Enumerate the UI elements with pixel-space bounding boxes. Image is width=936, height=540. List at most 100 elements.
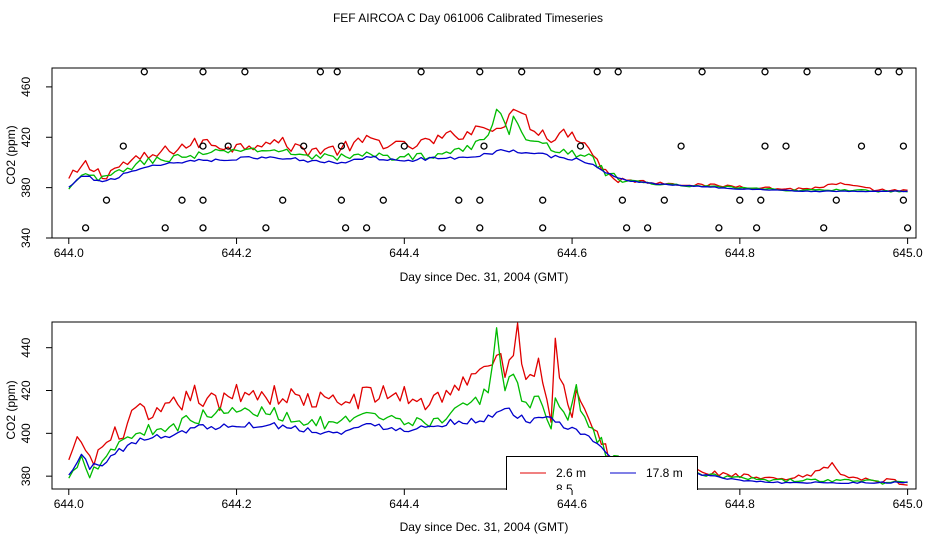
calibration-marker-8 [593,68,601,76]
calibration-marker-23 [677,142,685,150]
calibration-marker-0 [140,68,148,76]
calibration-marker-48 [362,224,371,232]
panel-bottom-xtick-label-4: 644.8 [725,497,755,511]
panel-bottom-series-17-8-m [68,407,908,485]
calibration-marker-34 [455,196,463,204]
calibration-marker-43 [81,224,90,232]
panel-bottom-series [68,322,908,486]
panel-top: 644.0 644.2 644.4 644.6 644.8 645.0 340 380 420… [4,67,923,284]
calibration-marker-3 [316,68,325,76]
panel-top-series-blue [68,148,908,193]
panel-top-xtick-label-1: 644.2 [222,246,252,260]
panel-top-ytick-label-3: 460 [19,77,33,97]
calibration-marker-19 [337,142,346,150]
calibration-marker-33 [379,196,387,204]
panel-bottom-series-8-5-m [68,327,908,485]
panel-bottom-series-2-6-m [68,322,908,486]
calibration-marker-14 [895,68,903,76]
legend-clip: 2.6 m 17.8 m 8.5 [506,456,698,496]
calibration-marker-11 [761,68,769,76]
calibration-marker-44 [161,224,169,232]
legend-label-2-6m: 2.6 m [556,466,586,480]
calibration-marker-15 [119,142,127,150]
panel-bottom-y-axis: 380 400 420 440 [19,337,52,486]
calibration-marker-54 [715,224,723,232]
panel-bottom-frame [51,321,917,490]
calibration-marker-57 [903,224,912,232]
calibration-marker-42 [899,196,908,204]
panel-top-ytick-label-1: 380 [19,177,33,197]
calibration-marker-46 [262,224,270,232]
panel-bottom-xtick-label-0: 644.0 [54,497,84,511]
legend: 2.6 m 17.8 m 8.5 [506,456,698,496]
calibration-marker-47 [341,224,350,232]
panel-top-ytick-label-0: 340 [19,228,33,248]
legend-label-8-5m-partial: 8.5 [556,482,573,496]
panel-top-y-axis: 340 380 420 460 [19,77,52,248]
panel-bottom-x-axis: 644.0 644.2 644.4 644.6 644.8 645.0 [54,489,923,511]
calibration-marker-20 [400,142,408,150]
calibration-marker-25 [782,142,790,150]
calibration-marker-1 [199,68,207,76]
panel-bottom: 644.0 644.2 644.4 644.6 644.8 645.0 380 400 420… [4,321,923,534]
panel-bottom-xtick-label-3: 644.6 [557,497,587,511]
panel-top-series-green [68,108,908,193]
calibration-marker-30 [199,196,207,204]
panel-top-x-axis: 644.0 644.2 644.4 644.6 644.8 645.0 [54,238,923,260]
calibration-marker-41 [832,196,840,204]
calibration-marker-29 [178,196,186,204]
calibration-marker-17 [224,142,232,150]
calibration-marker-52 [622,224,631,232]
calibration-marker-10 [698,68,706,76]
calibration-marker-50 [476,224,484,232]
panel-top-series-red [68,108,908,192]
panel-top-xtick-label-0: 644.0 [54,246,84,260]
panel-bottom-ytick-label-0: 380 [19,466,33,486]
calibration-marker-27 [899,142,908,150]
calibration-marker-28 [102,196,111,204]
calibration-marker-13 [874,68,882,76]
calibration-marker-22 [576,142,585,150]
panel-top-xlabel: Day since Dec. 31, 2004 (GMT) [400,270,569,284]
calibration-marker-39 [736,196,744,204]
panel-bottom-ylabel: CO2 (ppm) [4,380,18,439]
panel-top-xtick-label-2: 644.4 [389,246,419,260]
panel-top-xtick-label-3: 644.6 [557,246,587,260]
panel-top-frame [51,67,917,239]
panel-bottom-ytick-label-1: 400 [19,423,33,443]
panel-top-xtick-label-4: 644.8 [725,246,755,260]
panel-bottom-xtick-label-2: 644.4 [389,497,419,511]
calibration-marker-55 [752,224,761,232]
calibration-marker-16 [199,142,207,150]
panel-top-xtick-label-5: 645.0 [893,246,923,260]
panel-top-series [68,108,908,193]
calibration-marker-4 [333,68,341,76]
panel-bottom-xtick-label-5: 645.0 [893,497,923,511]
calibration-marker-6 [476,68,484,76]
calibration-marker-56 [820,224,828,232]
calibration-marker-21 [480,142,488,150]
calibration-marker-5 [417,68,425,76]
legend-label-17-8m: 17.8 m [646,466,683,480]
panel-bottom-xlabel: Day since Dec. 31, 2004 (GMT) [400,520,569,534]
calibration-marker-36 [539,196,547,204]
calibration-marker-26 [857,142,866,150]
calibration-marker-32 [337,196,346,204]
panel-top-markers [81,68,912,232]
calibration-marker-31 [279,196,287,204]
calibration-marker-35 [476,196,484,204]
calibration-marker-18 [300,142,308,150]
calibration-marker-53 [643,224,652,232]
calibration-marker-40 [757,196,765,204]
calibration-marker-51 [539,224,547,232]
calibration-marker-37 [618,196,627,204]
panel-top-ytick-label-2: 420 [19,127,33,147]
calibration-marker-24 [761,142,769,150]
calibration-marker-2 [241,68,249,76]
panel-bottom-ytick-label-3: 440 [19,337,33,357]
panel-bottom-ytick-label-2: 420 [19,380,33,400]
calibration-marker-7 [518,68,526,76]
calibration-marker-49 [438,224,446,232]
calibration-marker-9 [614,68,622,76]
